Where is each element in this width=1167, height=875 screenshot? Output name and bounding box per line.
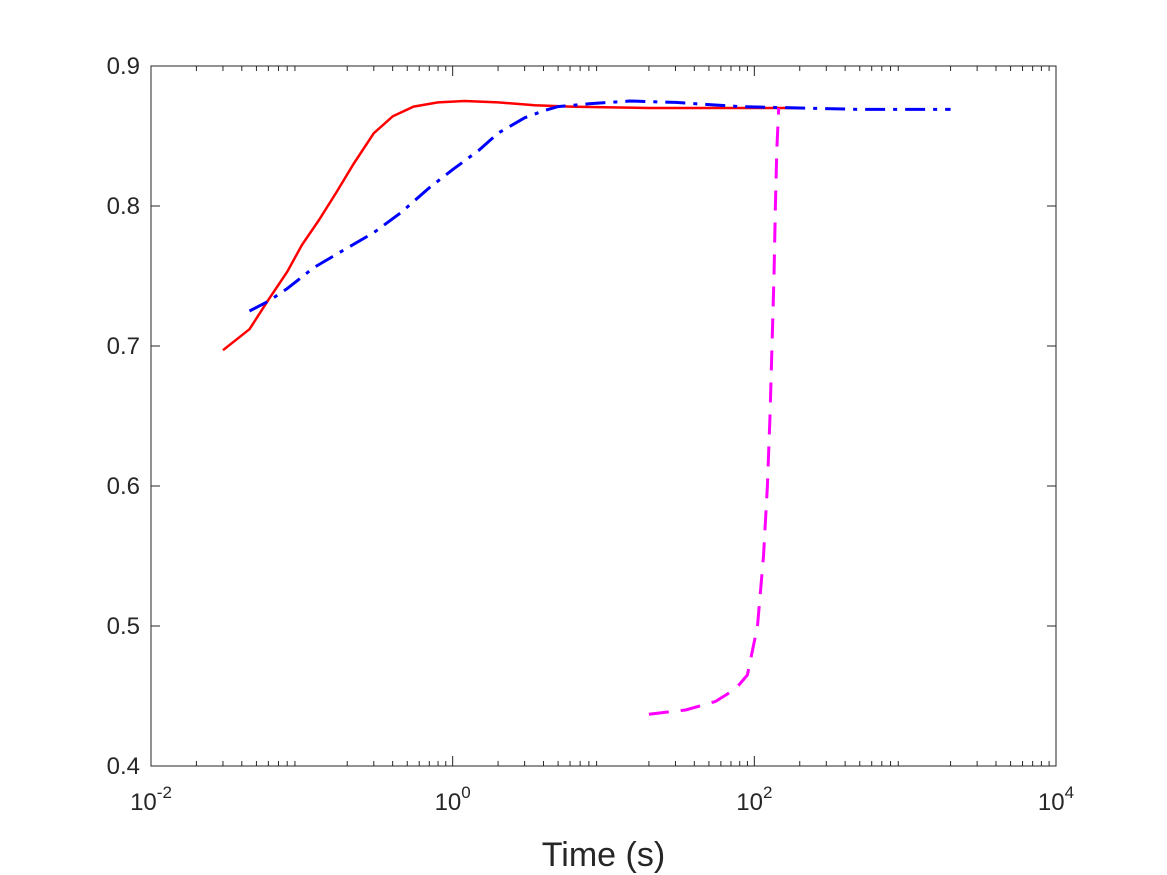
y-tick-label: 0.9 bbox=[107, 53, 140, 80]
series-group bbox=[222, 99, 951, 716]
x-tick-label: 10-2 bbox=[130, 783, 172, 816]
series-line-1 bbox=[222, 99, 800, 352]
x-tick-label: 100 bbox=[435, 783, 471, 816]
x-tick-label: 102 bbox=[736, 783, 772, 816]
series-line-2 bbox=[248, 99, 951, 313]
y-tick-label: 0.6 bbox=[107, 473, 140, 500]
y-tick-label: 0.5 bbox=[107, 613, 140, 640]
x-tick-labels: 10-2 100 102 104 bbox=[130, 783, 1074, 816]
x-tick-label: 104 bbox=[1038, 783, 1074, 816]
plot-frame bbox=[150, 65, 1057, 767]
y-tick-label: 0.4 bbox=[107, 753, 140, 780]
series-line-3 bbox=[648, 107, 781, 716]
x-axis-label: Time (s) bbox=[542, 836, 665, 874]
y-tick-label: 0.8 bbox=[107, 193, 140, 220]
y-tick-label: 0.7 bbox=[107, 333, 140, 360]
y-tick-labels: 0.4 0.5 0.6 0.7 0.8 0.9 bbox=[107, 53, 140, 780]
minor-ticks bbox=[195, 66, 1050, 766]
